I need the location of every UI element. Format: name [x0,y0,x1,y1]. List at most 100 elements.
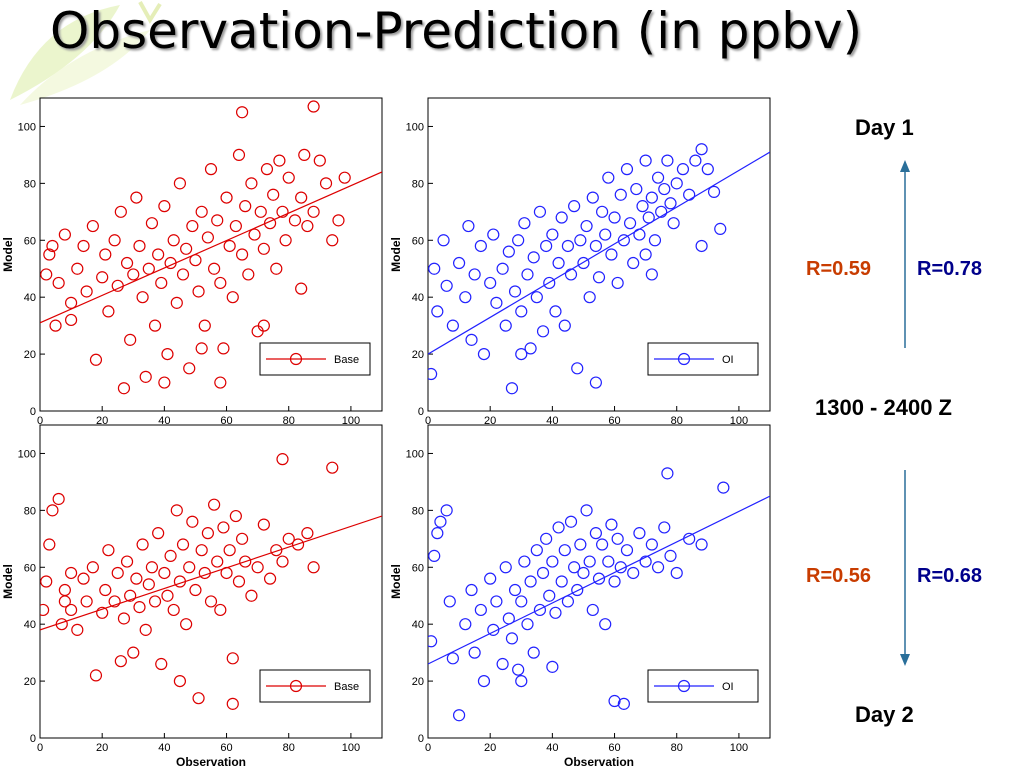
data-point [474,239,487,253]
data-point [80,285,93,298]
regression-line [40,171,382,324]
data-point [307,100,320,113]
data-point [558,544,571,557]
y-tick-label: 0 [418,406,424,418]
data-point [549,305,562,318]
data-point [468,268,481,281]
data-point [428,367,438,381]
data-point [661,154,674,167]
data-point [627,566,640,580]
x-tick-label: 80 [283,742,295,754]
data-point [574,538,587,551]
data-point [291,538,305,551]
data-point [577,566,590,580]
data-point [648,234,662,247]
data-point [152,248,165,261]
data-point [133,601,146,614]
data-point [167,234,180,247]
data-point [605,518,618,531]
data-point [515,595,528,608]
data-point [136,538,149,551]
data-point [313,154,326,167]
data-point [139,370,152,383]
y-tick-label: 100 [18,121,36,133]
data-point [77,572,90,585]
data-point [332,214,345,227]
scatter-svg: 0 20 40 60 80 100 0 20 40 60 80 100 Model Observation… [389,424,771,767]
data-point [592,572,606,585]
data-point [251,561,264,574]
data-point [301,219,314,233]
data-point [505,632,519,645]
data-point [546,555,559,568]
data-point [443,595,456,608]
legend-label: Base [334,354,359,366]
data-point [658,182,671,196]
data-point [235,248,249,261]
data-point [148,595,162,608]
data-point [695,538,708,551]
data-point [508,583,522,597]
data-point [645,268,658,281]
data-point [232,148,246,162]
data-point [521,268,534,281]
data-point [546,660,559,673]
data-point [477,347,491,361]
data-point [639,555,652,568]
data-point [446,319,459,332]
x-tick-label: 80 [283,415,295,427]
y-tick-label: 80 [412,505,424,517]
data-point [533,205,547,218]
r-day1-base: R=0.59 [806,258,872,280]
data-point [108,234,121,247]
data-point [52,492,65,506]
data-point [298,148,311,162]
data-point [64,313,78,327]
data-point [577,256,590,270]
data-point [235,106,249,119]
x-tick-label: 20 [96,742,108,754]
r-day2-oi: R=0.68 [917,565,983,587]
data-point [515,305,528,318]
data-point [571,362,584,375]
day2-label: Day 2 [855,702,914,727]
data-point [130,572,143,585]
data-point [270,262,283,275]
data-point [521,618,534,631]
data-point [58,228,71,241]
data-point [462,219,475,233]
data-point [484,572,497,585]
data-point [183,362,196,375]
data-point [89,353,103,366]
data-point [701,163,714,176]
data-point [499,319,512,332]
data-point [589,239,602,253]
data-point [145,217,159,230]
data-point [96,271,109,284]
data-point [508,285,522,298]
data-point [611,532,624,545]
x-tick-label: 40 [546,742,558,754]
data-point [102,305,115,318]
y-tick-label: 40 [24,619,36,631]
y-axis-label: Model [389,564,403,599]
data-point [512,663,525,676]
y-tick-label: 80 [24,178,36,190]
data-point [540,532,553,545]
scatter-svg: 0 20 40 60 80 100 0 20 40 60 80 100 Model Base [1,97,383,427]
data-point [614,188,627,201]
data-point [555,211,568,224]
x-tick-label: 100 [342,415,360,427]
data-point [564,515,578,528]
data-point [636,200,649,213]
data-point [434,515,447,528]
data-point [117,612,131,625]
data-point [518,217,531,230]
data-point [77,239,90,253]
x-tick-label: 60 [608,742,620,754]
data-point [639,248,652,261]
scatter-svg: 0 20 40 60 80 100 0 20 40 60 80 100 Model Observation… [1,424,383,767]
data-point [127,646,140,659]
data-point [658,521,671,534]
r-day1-oi: R=0.78 [917,258,983,280]
